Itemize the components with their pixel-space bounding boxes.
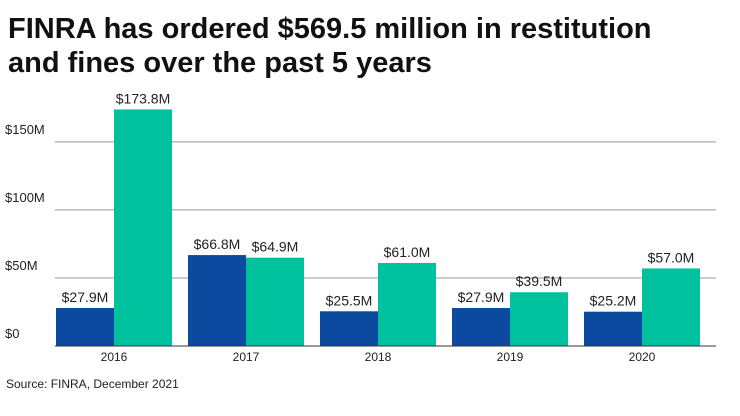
bar bbox=[320, 311, 378, 346]
bar bbox=[510, 292, 568, 346]
y-tick-label: $0 bbox=[5, 326, 19, 341]
bar bbox=[378, 262, 436, 346]
x-tick-label: 2019 bbox=[497, 350, 524, 364]
value-label: $57.0M bbox=[648, 249, 695, 265]
bar bbox=[584, 311, 642, 346]
value-label: $64.9M bbox=[252, 239, 299, 255]
y-tick-label: $150M bbox=[5, 122, 45, 137]
y-tick-label: $50M bbox=[5, 258, 38, 273]
value-label: $27.9M bbox=[62, 289, 109, 305]
x-tick-label: 2018 bbox=[365, 350, 392, 364]
y-tick-label: $100M bbox=[5, 190, 45, 205]
value-label: $27.9M bbox=[458, 289, 505, 305]
x-tick-label: 2016 bbox=[101, 350, 128, 364]
bar bbox=[452, 308, 510, 346]
bar bbox=[246, 257, 304, 346]
value-label: $61.0M bbox=[384, 244, 431, 260]
x-tick-label: 2017 bbox=[233, 350, 260, 364]
bar bbox=[642, 268, 700, 346]
value-label: $66.8M bbox=[194, 236, 241, 252]
source-note: Source: FINRA, December 2021 bbox=[6, 377, 179, 391]
value-label: $173.8M bbox=[116, 90, 170, 106]
value-label: $25.2M bbox=[590, 293, 637, 309]
bar bbox=[114, 109, 172, 346]
value-label: $39.5M bbox=[516, 273, 563, 289]
bar bbox=[56, 308, 114, 346]
chart-title: FINRA has ordered $569.5 million in rest… bbox=[8, 13, 652, 79]
x-tick-label: 2020 bbox=[629, 350, 656, 364]
bar bbox=[188, 255, 246, 346]
value-label: $25.5M bbox=[326, 292, 373, 308]
